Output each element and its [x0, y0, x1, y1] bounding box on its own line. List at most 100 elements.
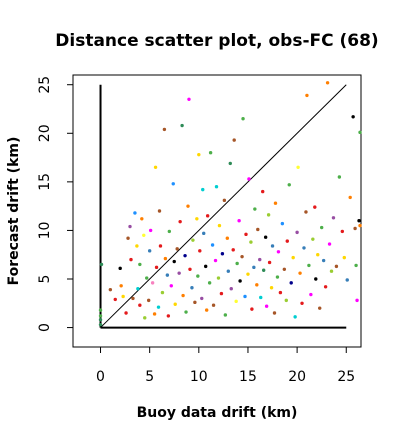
data-point — [298, 271, 302, 275]
data-point — [264, 304, 269, 308]
diagonal-line — [100, 84, 347, 328]
data-point — [255, 283, 259, 287]
data-point — [327, 242, 332, 246]
data-point — [354, 263, 358, 268]
data-point — [98, 318, 103, 322]
data-point — [351, 115, 355, 119]
data-point — [210, 243, 215, 247]
data-point — [252, 265, 256, 270]
data-point — [208, 151, 213, 155]
data-point — [204, 308, 209, 312]
data-point — [108, 287, 113, 292]
data-point — [198, 249, 202, 253]
data-point — [232, 138, 236, 142]
data-point — [98, 308, 103, 312]
data-point — [165, 273, 170, 277]
data-point — [152, 312, 157, 316]
data-point — [250, 307, 254, 311]
data-point — [138, 262, 142, 267]
data-point — [135, 244, 139, 248]
data-point — [307, 263, 311, 268]
data-point — [293, 315, 297, 319]
data-point — [229, 287, 233, 291]
data-point — [169, 284, 173, 288]
data-point — [282, 267, 287, 271]
data-point — [243, 294, 247, 299]
data-point — [263, 235, 268, 239]
data-point — [256, 227, 260, 232]
data-point — [173, 302, 177, 306]
data-point — [196, 274, 200, 278]
data-point — [186, 204, 190, 208]
data-point — [342, 255, 346, 260]
data-point — [340, 229, 345, 234]
x-tick-label: 25 — [337, 369, 355, 385]
data-point — [142, 233, 146, 237]
data-point — [240, 254, 244, 259]
data-point — [337, 175, 342, 179]
data-point — [119, 284, 123, 288]
y-tick-label: 15 — [37, 173, 53, 191]
data-point — [217, 223, 222, 228]
data-point — [205, 214, 210, 218]
data-point — [247, 177, 251, 181]
x-tick-label: 5 — [145, 369, 154, 385]
data-point — [99, 262, 104, 267]
data-point — [148, 228, 153, 233]
data-point — [201, 187, 205, 192]
x-tick-label: 10 — [190, 369, 208, 385]
data-point — [156, 305, 161, 309]
data-point — [133, 211, 137, 215]
data-point — [289, 281, 293, 285]
data-point — [190, 286, 194, 290]
x-tick-label: 15 — [239, 369, 257, 385]
data-point — [269, 286, 274, 290]
data-point — [270, 244, 275, 248]
data-point — [357, 219, 361, 223]
y-tick-label: 25 — [37, 76, 53, 94]
data-point — [181, 293, 185, 298]
data-point — [295, 230, 299, 235]
data-point — [291, 255, 295, 260]
data-point — [136, 287, 140, 291]
data-point — [309, 292, 313, 297]
x-tick-label: 0 — [96, 369, 105, 385]
data-point — [129, 257, 133, 262]
data-point — [178, 219, 182, 224]
data-point — [355, 298, 359, 303]
data-point — [171, 182, 175, 186]
data-point — [313, 205, 317, 209]
data-points — [98, 81, 362, 327]
data-point — [187, 97, 191, 101]
data-point — [124, 311, 128, 315]
data-point — [118, 266, 122, 271]
data-point — [358, 130, 362, 135]
data-point — [228, 161, 232, 166]
data-point — [304, 210, 308, 214]
data-point — [131, 296, 135, 301]
data-point — [213, 258, 218, 263]
data-point — [276, 250, 281, 254]
data-point — [172, 259, 176, 264]
data-point — [211, 303, 216, 307]
data-point — [191, 238, 195, 242]
data-point — [126, 236, 130, 240]
data-point — [273, 201, 278, 205]
data-point — [226, 269, 231, 273]
data-point — [259, 295, 263, 300]
y-tick-label: 0 — [37, 323, 53, 332]
data-point — [314, 277, 318, 281]
data-point — [140, 217, 144, 221]
x-axis-ticks: 0 5 10 15 20 25 — [96, 347, 355, 385]
y-tick-label: 5 — [37, 275, 53, 284]
data-point — [253, 207, 257, 211]
data-point — [143, 316, 147, 320]
data-point — [249, 240, 253, 244]
data-point — [150, 281, 155, 285]
data-point — [121, 294, 125, 299]
data-point — [305, 93, 309, 98]
data-point — [296, 165, 300, 169]
data-point — [113, 297, 117, 302]
data-point — [166, 314, 171, 318]
data-point — [235, 261, 239, 266]
